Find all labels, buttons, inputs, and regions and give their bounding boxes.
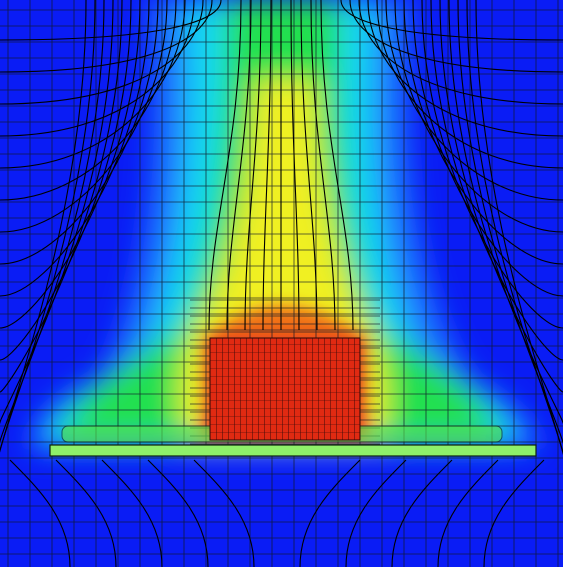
streamline [0, 0, 87, 520]
streamline [0, 0, 159, 265]
streamline [0, 0, 105, 456]
streamline [9, 459, 71, 567]
streamline [483, 459, 545, 567]
streamline [55, 459, 117, 567]
streamline [0, 0, 123, 393]
streamline [475, 0, 563, 520]
streamline [290, 0, 300, 331]
streamline [226, 0, 252, 331]
streamline [340, 0, 563, 41]
streamline [345, 459, 407, 567]
streamline [320, 0, 354, 331]
streamline [310, 0, 336, 331]
streamline [147, 459, 209, 567]
circuit-board [49, 444, 537, 457]
streamline [0, 0, 213, 73]
streamline [208, 0, 242, 331]
streamline [448, 0, 563, 425]
streamline [437, 459, 499, 567]
streamline [0, 0, 132, 361]
streamline [358, 0, 563, 105]
streamline [430, 0, 563, 361]
streamline [193, 459, 255, 567]
streamline [0, 0, 195, 137]
streamline [0, 0, 222, 41]
streamline [0, 0, 114, 425]
streamline [300, 0, 318, 331]
streamline [0, 0, 96, 488]
streamline [0, 0, 150, 297]
streamline [439, 0, 563, 393]
streamline [385, 0, 563, 201]
streamline [367, 0, 563, 137]
streamline [391, 459, 453, 567]
streamline [349, 0, 563, 73]
streamline [457, 0, 563, 456]
streamline [403, 0, 563, 265]
streamline [299, 459, 361, 567]
streamline [0, 0, 177, 201]
streamline [244, 0, 262, 331]
streamline [412, 0, 563, 297]
streamline [262, 0, 272, 331]
streamline [0, 0, 204, 105]
streamline [466, 0, 563, 488]
streamline [101, 459, 163, 567]
heat-sink [209, 337, 361, 441]
